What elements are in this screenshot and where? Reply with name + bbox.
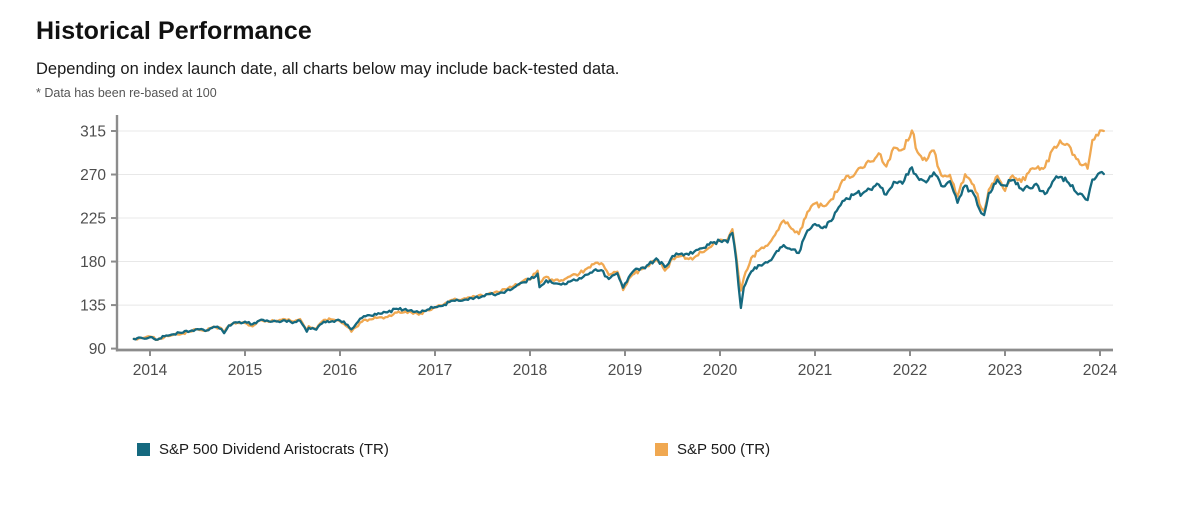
legend-label-aristocrats: S&P 500 Dividend Aristocrats (TR) [159,441,389,458]
x-tick-label: 2024 [1083,362,1118,379]
y-tick-label: 270 [80,167,106,184]
series-line-sp500[interactable] [132,129,1105,342]
x-tick-label: 2015 [228,362,262,379]
x-tick-label: 2014 [133,362,168,379]
x-tick-label: 2020 [703,362,738,379]
rebase-note: * Data has been re-based at 100 [36,86,217,100]
page-title: Historical Performance [36,17,312,45]
y-tick-label: 135 [80,298,106,315]
legend-label-sp500: S&P 500 (TR) [677,441,771,458]
chart-svg: 315 270 225 180 135 90 2014 2015 2016 2017 2018 201… [80,115,1118,379]
x-tick-label: 2016 [323,362,357,379]
page-subtitle: Depending on index launch date, all char… [36,60,620,78]
x-tick-label: 2022 [893,362,927,379]
legend-item-sp500[interactable]: S&P 500 (TR) [655,441,770,458]
x-tick-label: 2021 [798,362,832,379]
legend-swatch-sp500-icon [655,443,668,456]
x-tick-label: 2023 [988,362,1022,379]
x-tick-label: 2018 [513,362,547,379]
y-tick-label: 180 [80,254,106,271]
y-tick-label: 315 [80,124,106,141]
series-line-aristocrats[interactable] [132,166,1105,341]
legend-item-aristocrats[interactable]: S&P 500 Dividend Aristocrats (TR) [137,441,389,458]
legend-swatch-aristocrats-icon [137,443,150,456]
y-tick-label: 90 [89,341,107,358]
x-tick-label: 2017 [418,362,452,379]
x-tick-label: 2019 [608,362,642,379]
y-tick-label: 225 [80,211,106,228]
